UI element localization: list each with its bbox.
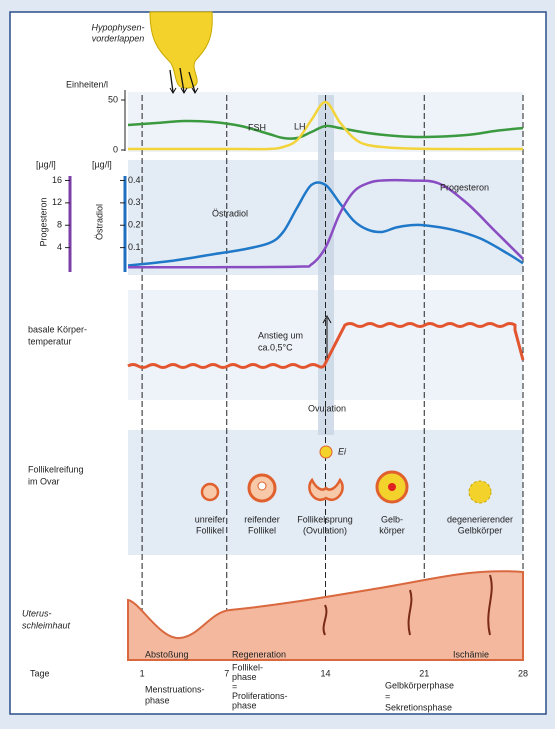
y2-tick-label: 12	[52, 197, 62, 207]
phase-label: phase	[232, 700, 257, 710]
phase-label: Regeneration	[232, 649, 286, 659]
phase-label: =	[385, 691, 390, 701]
phase-label: Proliferations-	[232, 691, 288, 701]
legend-label: LH	[294, 121, 306, 131]
annotation: Anstieg um	[258, 330, 303, 340]
day-label: 7	[224, 668, 229, 678]
phase-label: Abstoßung	[145, 649, 189, 659]
pituitary-label: vorderlappen	[92, 33, 145, 43]
axis-title: Einheiten/l	[66, 79, 108, 89]
stage-label: degenerierender	[447, 514, 513, 524]
y-tick-label: 0.4	[128, 175, 141, 185]
axis-title: Tage	[30, 668, 50, 678]
panel-label: Follikelreifung	[28, 464, 84, 474]
stage-label: Follikel	[248, 525, 276, 535]
y2-tick-label: 4	[57, 242, 62, 252]
phase-label: Ischämie	[453, 649, 489, 659]
phase-label: phase	[145, 695, 170, 705]
annotation: ca.0,5°C	[258, 342, 293, 352]
y-tick-label: 50	[108, 94, 118, 104]
diagram: Hypophysen- vorderlappen Einheiten/l [µg…	[0, 0, 555, 724]
panel-label: Uterus-	[22, 608, 52, 618]
stage-label: unreifer	[195, 514, 226, 524]
panel-label: schleimhaut	[22, 620, 71, 630]
annotation: Ovulation	[308, 403, 346, 413]
legend-label: FSH	[248, 122, 266, 132]
series-label: Progesteron	[440, 182, 489, 192]
panel-label: temperatur	[28, 336, 72, 346]
stage-label: Gelbkörper	[458, 525, 503, 535]
day-label: 21	[419, 668, 429, 678]
y2-tick-label: 16	[52, 175, 62, 185]
unit-label: [µg/l]	[36, 159, 56, 169]
axis-title: Progesteron	[38, 197, 48, 246]
day-label: 1	[140, 668, 145, 678]
pituitary-label: Hypophysen-	[91, 22, 144, 32]
phase-label: Sekretionsphase	[385, 702, 452, 712]
phase-label: Follikel-	[232, 662, 263, 672]
egg-label: Ei	[338, 446, 347, 456]
phase-label: =	[232, 681, 237, 691]
y-tick-label: 0.1	[128, 242, 141, 252]
phase-label: Menstruations-	[145, 684, 205, 694]
phase-label: phase	[232, 672, 257, 682]
stage-label: Follikel	[196, 525, 224, 535]
day-label: 28	[518, 668, 528, 678]
stage-label: Gelb-	[381, 514, 403, 524]
stage-label: reifender	[244, 514, 280, 524]
y-tick-label: 0	[113, 144, 118, 154]
stage-label: körper	[379, 525, 405, 535]
series-label: Östradiol	[212, 208, 248, 218]
panel-label: im Ovar	[28, 476, 60, 486]
y-tick-label: 0.3	[128, 197, 141, 207]
stage-label: (Ovulation)	[303, 525, 347, 535]
day-label: 14	[320, 668, 330, 678]
axis-title: Östradiol	[94, 204, 104, 240]
y-tick-label: 0.2	[128, 220, 141, 230]
y2-tick-label: 8	[57, 220, 62, 230]
panel-label: basale Körper-	[28, 324, 87, 334]
phase-label: Gelbkörperphase	[385, 680, 454, 690]
unit-label: [µg/l]	[92, 159, 112, 169]
stage-label: Follikelsprung	[297, 514, 353, 524]
